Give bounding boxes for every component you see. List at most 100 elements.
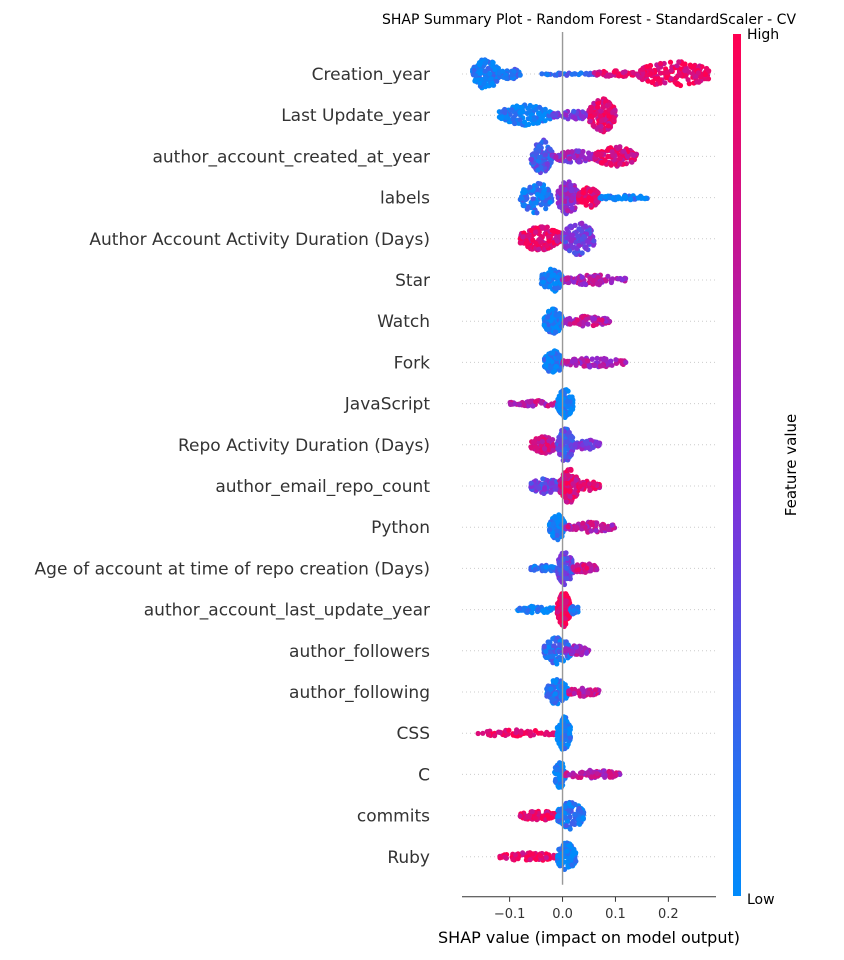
- shap-point: [557, 846, 563, 852]
- shap-point: [587, 227, 593, 233]
- shap-point: [534, 191, 541, 198]
- shap-point: [553, 154, 559, 160]
- shap-point: [570, 564, 576, 570]
- shap-point: [544, 161, 550, 167]
- shap-point: [617, 155, 623, 161]
- shap-point: [594, 355, 600, 361]
- shap-point: [593, 198, 599, 204]
- shap-point: [573, 644, 580, 650]
- shap-point: [608, 145, 614, 151]
- shap-point: [525, 233, 531, 239]
- shap-point: [563, 439, 569, 445]
- shap-point: [549, 480, 555, 486]
- feature-row: Watch: [377, 306, 716, 336]
- shap-point: [567, 315, 573, 322]
- shap-point: [580, 649, 586, 656]
- feature-row: Creation_year: [312, 57, 716, 91]
- shap-point: [575, 233, 581, 239]
- feature-row: Python: [371, 512, 716, 543]
- shap-point: [598, 113, 604, 119]
- shap-point: [563, 498, 570, 505]
- shap-point: [571, 320, 578, 326]
- shap-point: [545, 187, 551, 193]
- shap-point: [581, 481, 587, 487]
- shap-point: [562, 723, 568, 730]
- shap-point: [555, 853, 561, 859]
- shap-point: [650, 79, 656, 85]
- shap-point: [544, 686, 550, 692]
- shap-point: [562, 745, 568, 752]
- feature-row: author_account_created_at_year: [152, 137, 716, 176]
- shap-point: [494, 78, 500, 84]
- shap-point: [482, 68, 488, 74]
- shap-point: [571, 250, 578, 256]
- shap-point: [477, 60, 484, 66]
- shap-point: [583, 245, 589, 251]
- shap-point: [568, 451, 575, 457]
- shap-point: [585, 239, 591, 245]
- shap-point: [536, 154, 543, 160]
- shap-point: [581, 693, 587, 699]
- shap-point: [576, 192, 582, 198]
- shap-point: [563, 600, 569, 606]
- shap-point: [492, 733, 498, 739]
- shap-point: [540, 113, 547, 119]
- shap-point: [560, 517, 566, 524]
- feature-row: JavaScript: [344, 387, 716, 420]
- shap-point: [550, 533, 556, 539]
- shap-point: [591, 481, 597, 487]
- shap-point: [527, 184, 533, 190]
- shap-point: [676, 59, 682, 65]
- shap-point: [674, 81, 681, 87]
- shap-point: [556, 740, 562, 747]
- shap-point: [565, 524, 571, 530]
- shap-point: [529, 809, 535, 815]
- shap-point: [590, 322, 596, 329]
- shap-point: [571, 279, 577, 285]
- feature-label: Star: [395, 271, 430, 291]
- shap-point: [598, 118, 605, 124]
- shap-point: [702, 71, 709, 78]
- shap-point: [548, 686, 554, 692]
- shap-point: [612, 107, 618, 113]
- shap-point: [544, 609, 550, 615]
- shap-point: [570, 481, 576, 487]
- shap-point: [506, 727, 512, 733]
- shap-point: [502, 854, 508, 860]
- shap-point: [576, 817, 582, 823]
- shap-point: [524, 195, 530, 201]
- shap-point: [539, 195, 545, 201]
- feature-row: Last Update_year: [281, 96, 716, 135]
- shap-point: [594, 567, 600, 573]
- shap-point: [567, 321, 573, 327]
- feature-row: author_account_last_update_year: [144, 591, 716, 630]
- shap-point: [567, 494, 573, 500]
- shap-point: [556, 649, 562, 655]
- shap-point: [539, 439, 546, 445]
- shap-point: [533, 200, 539, 206]
- feature-row: CSS: [397, 714, 716, 752]
- shap-point: [565, 472, 571, 478]
- shap-point: [704, 65, 710, 72]
- shap-point: [583, 440, 590, 447]
- shap-point: [583, 202, 589, 208]
- shap-point: [591, 316, 598, 322]
- chart-title: SHAP Summary Plot - Random Forest - Stan…: [382, 12, 796, 28]
- shap-point: [527, 102, 533, 109]
- shap-point: [548, 489, 554, 495]
- shap-point: [562, 447, 568, 453]
- shap-point: [540, 476, 546, 482]
- shap-point: [550, 447, 556, 453]
- shap-point: [580, 190, 586, 196]
- shap-point: [546, 277, 552, 283]
- shap-point: [552, 281, 559, 287]
- shap-point: [586, 150, 592, 156]
- shap-point: [611, 115, 617, 121]
- shap-point: [475, 730, 481, 737]
- shap-point: [515, 856, 521, 862]
- shap-point: [622, 194, 629, 200]
- shap-point: [555, 355, 561, 361]
- shap-point: [686, 81, 692, 87]
- shap-point: [547, 283, 553, 289]
- shap-point: [561, 358, 567, 364]
